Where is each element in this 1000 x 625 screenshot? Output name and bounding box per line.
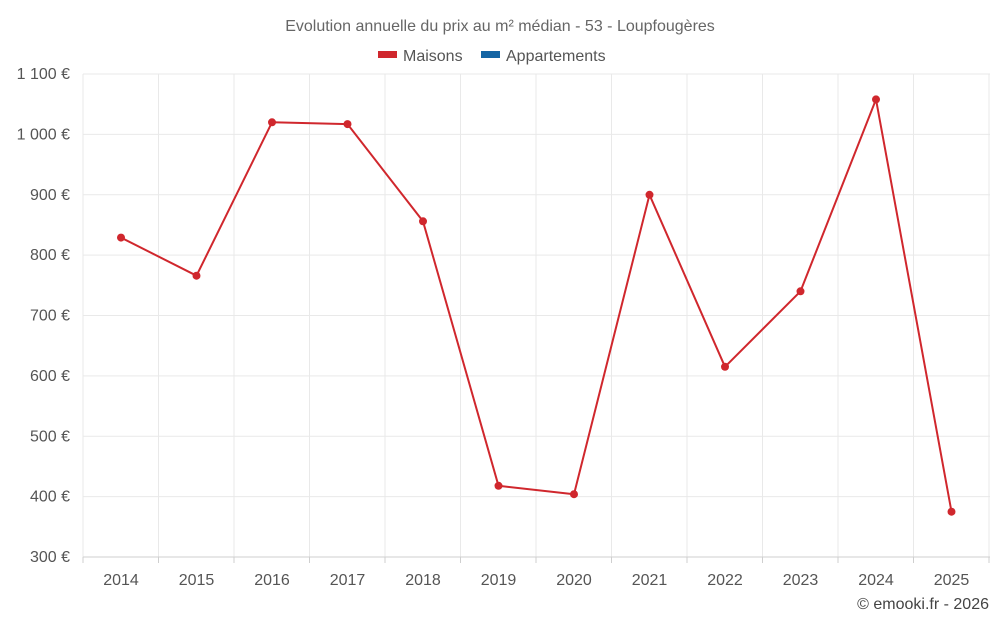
data-point-2014[interactable]: 2014 : 829 € [117,233,125,242]
data-point-2020[interactable]: 2020 : 404 € [570,490,578,499]
x-tick-label: 2017 [330,572,366,589]
data-point-2021[interactable]: 2021 : 900 € [645,190,654,199]
x-tick-label: 2023 [783,572,819,589]
x-tick-label: 2014 [103,572,139,589]
data-point-2019[interactable]: 2019 : 418 € [494,481,503,490]
x-tick-label: 2015 [179,572,215,589]
copyright-footer: © emooki.fr - 2026 [857,596,989,613]
legend-swatch-maisons [378,51,397,58]
data-point-2023[interactable]: 2023 : 740 € [796,287,805,296]
chart-title: Evolution annuelle du prix au m² médian … [285,18,715,35]
data-point-2024[interactable]: 2024 : 1058 € [872,95,880,104]
x-tick-label: 2020 [556,572,592,589]
data-point-2022[interactable]: 2022 : 615 € [721,362,729,371]
legend-label-appartements[interactable]: Appartements [506,48,606,65]
y-tick-label: 900 € [30,187,70,204]
data-point-2018[interactable]: 2018 : 856 € [419,217,427,226]
y-tick-label: 600 € [30,368,70,385]
y-tick-label: 300 € [30,549,70,566]
legend-label-maisons[interactable]: Maisons [403,48,463,65]
y-tick-label: 1 000 € [17,126,70,143]
x-tick-label: 2016 [254,572,290,589]
data-point-2025[interactable]: 2025 : 375 € [947,507,956,516]
y-tick-label: 800 € [30,247,70,264]
x-tick-label: 2019 [481,572,517,589]
x-tick-label: 2021 [632,572,668,589]
series-line-maisons [120,98,953,512]
x-tick-label: 2018 [405,572,441,589]
x-tick-label: 2022 [707,572,743,589]
data-point-2015[interactable]: 2015 : 766 € [192,271,201,280]
legend-swatch-appartements [481,51,500,58]
y-tick-label: 1 100 € [17,66,70,83]
x-tick-label: 2024 [858,572,894,589]
x-tick-label: 2025 [934,572,970,589]
y-tick-label: 400 € [30,489,70,506]
data-point-2016[interactable]: 2016 : 1020 € [268,118,276,127]
legend: Maisons Appartements [378,48,606,65]
data-point-2017[interactable]: 2017 : 1017 € [343,120,352,129]
y-tick-label: 700 € [30,308,70,325]
y-tick-label: 500 € [30,428,70,445]
